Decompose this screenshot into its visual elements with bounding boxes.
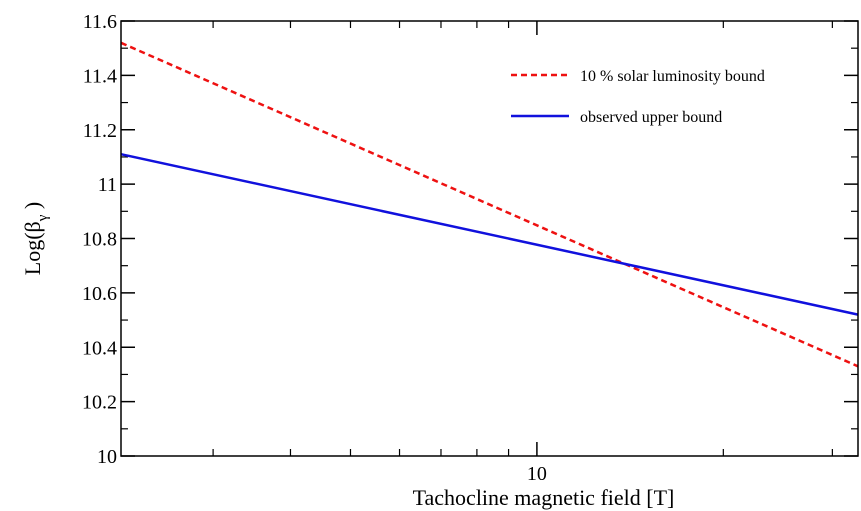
y-tick-label: 10.2 <box>82 392 117 414</box>
legend: 10 % solar luminosity bound observed uppe… <box>511 68 765 126</box>
minor-ticks-group <box>121 21 858 456</box>
y-tick-label: 10.8 <box>82 229 117 251</box>
y-axis-title-subscript: γ <box>35 214 51 222</box>
y-axis-title-close: ) <box>20 202 45 215</box>
series-line-2 <box>120 152 859 316</box>
plot-frame <box>120 20 859 457</box>
ticks-layer: 10 10.2 10.4 10.6 10.8 11 11.2 11.4 11.6 10 <box>82 11 858 485</box>
legend-label-1: 10 % solar luminosity bound <box>580 68 765 85</box>
x-axis-title: Tachocline magnetic field [T] <box>413 485 675 510</box>
y-axis-title-main: Log(β <box>20 221 45 275</box>
y-tick-label: 11.2 <box>83 120 117 142</box>
y-tick-label: 10.4 <box>82 337 117 359</box>
y-tick-label: 11 <box>98 174 117 196</box>
x-tick-label: 10 <box>527 463 547 485</box>
y-tick-label: 10.6 <box>82 283 117 305</box>
y-tick-label: 11.6 <box>83 11 117 33</box>
series-line-1 <box>120 41 859 368</box>
legend-label-2: observed upper bound <box>580 109 722 126</box>
y-tick-label: 10 <box>97 446 117 468</box>
series-layer <box>120 41 859 368</box>
y-axis-title: Log(βγ ) <box>20 202 51 275</box>
y-tick-label: 11.4 <box>83 65 117 87</box>
